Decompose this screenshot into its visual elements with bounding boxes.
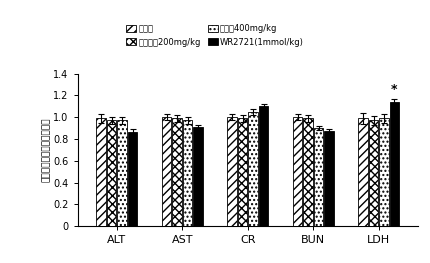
Bar (378, 118, 388, 226)
Bar (172, 118, 181, 226)
Bar (292, 117, 302, 226)
Bar (237, 118, 247, 226)
Bar (96, 118, 106, 226)
Bar (193, 127, 203, 226)
Y-axis label: 附子多糖对小鼠肝肾的毒性: 附子多糖对小鼠肝肾的毒性 (41, 118, 50, 182)
Bar (161, 117, 171, 226)
Bar (357, 118, 367, 226)
Bar (117, 120, 126, 226)
Text: *: * (390, 83, 397, 96)
Bar (258, 106, 268, 226)
Bar (368, 120, 378, 226)
Legend: 正常组, 附子多糖200mg/kg, 附子多400mg/kg, WR2721(1mmol/kg): 正常组, 附子多糖200mg/kg, 附子多400mg/kg, WR2721(1… (126, 24, 303, 47)
Bar (127, 133, 137, 226)
Bar (389, 102, 398, 226)
Bar (303, 118, 312, 226)
Bar (323, 132, 333, 226)
Bar (107, 120, 116, 226)
Bar (248, 112, 257, 226)
Bar (227, 117, 237, 226)
Bar (313, 128, 322, 226)
Bar (182, 120, 192, 226)
